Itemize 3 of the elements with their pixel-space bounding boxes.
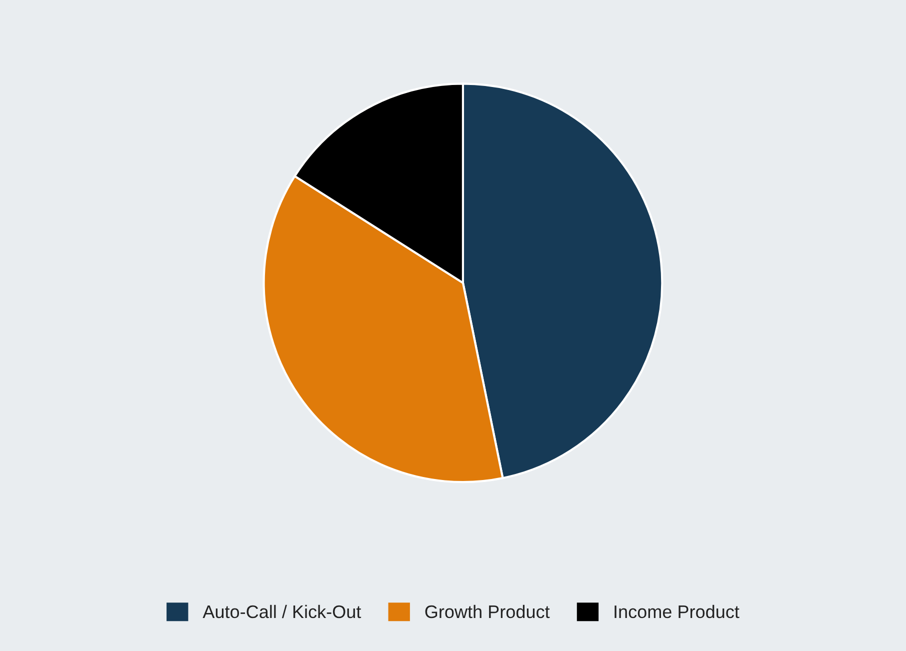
legend-label: Income Product: [614, 604, 740, 618]
legend-label: Growth Product: [425, 604, 550, 618]
legend-label: Auto-Call / Kick-Out: [202, 604, 362, 618]
